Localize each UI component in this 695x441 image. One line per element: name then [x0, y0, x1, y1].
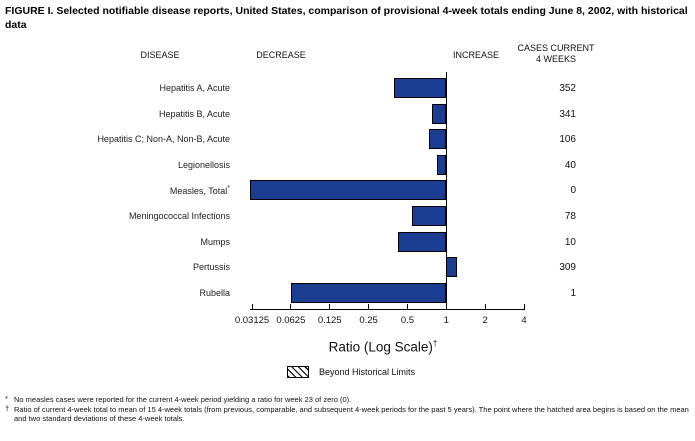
- column-header-increase: INCREASE: [452, 50, 499, 60]
- footnote-asterisk-text: No measles cases were reported for the c…: [14, 395, 352, 404]
- disease-label: Pertussis: [192, 262, 230, 273]
- cases-count: 78: [564, 211, 576, 222]
- ratio-bar: [397, 231, 447, 252]
- footnote-dagger-text: Ratio of current 4-week total to mean of…: [14, 404, 689, 424]
- x-axis-tick: [290, 304, 292, 310]
- x-axis-tick: [484, 304, 486, 310]
- legend: Beyond Historical Limits: [287, 366, 415, 378]
- disease-label: Measles, Total*: [169, 185, 230, 197]
- ratio-bar: [436, 154, 447, 175]
- cases-count: 352: [559, 83, 576, 94]
- x-axis-title: Ratio (Log Scale)†: [273, 339, 493, 355]
- x-axis-tick-label: 0.125: [317, 315, 342, 326]
- cases-count: 40: [564, 159, 576, 171]
- footnotes: * No measles cases were reported for the…: [5, 394, 691, 424]
- cases-count: 1: [570, 287, 576, 299]
- x-axis-tick: [329, 304, 331, 310]
- legend-label: Beyond Historical Limits: [319, 367, 416, 377]
- x-axis-tick: [523, 304, 525, 310]
- x-axis-tick-label: 0.5: [400, 315, 415, 326]
- cases-count: 309: [559, 262, 576, 274]
- disease-label: Hepatitis C; Non-A, Non-B, Acute: [97, 134, 230, 145]
- footnote-asterisk-marker: *: [5, 394, 8, 403]
- disease-label: Hepatitis A, Acute: [159, 83, 230, 93]
- baseline-one-line: [446, 72, 447, 310]
- x-axis-tick-label: 0.0625: [276, 315, 306, 326]
- column-header-cases: CASES CURRENT 4 WEEKS: [503, 43, 609, 65]
- footnote-asterisk: * No measles cases were reported for the…: [5, 394, 691, 405]
- figure-title: FIGURE I. Selected notifiable disease re…: [5, 5, 688, 31]
- cases-count: 10: [564, 236, 576, 248]
- x-axis-tick: [251, 304, 253, 310]
- x-axis-tick-label: 0.03125: [234, 315, 270, 326]
- footnote-dagger: † Ratio of current 4-week total to mean …: [5, 403, 691, 424]
- ratio-bar: [446, 257, 457, 278]
- column-header-disease: DISEASE: [140, 50, 180, 60]
- label-footnote-marker: *: [227, 185, 230, 193]
- x-axis-line: [250, 309, 525, 310]
- x-axis-tick-label: 0.25: [359, 315, 378, 326]
- disease-label: Mumps: [200, 236, 230, 247]
- hatched-swatch-icon: [287, 366, 309, 378]
- ratio-bar: [429, 129, 447, 150]
- x-axis-title-text: Ratio (Log Scale): [328, 339, 433, 355]
- ratio-bar: [393, 78, 447, 98]
- column-header-decrease: DECREASE: [256, 50, 306, 60]
- x-axis-tick-label: 4: [521, 315, 527, 326]
- cases-count: 341: [559, 108, 576, 120]
- disease-label: Hepatitis B, Acute: [158, 108, 230, 119]
- x-axis-tick-label: 2: [482, 315, 488, 326]
- x-axis-tick: [406, 304, 408, 310]
- column-header-cases-line1: CASES CURRENT: [517, 43, 595, 53]
- x-axis-title-dagger: †: [432, 339, 438, 348]
- x-axis-tick: [368, 304, 370, 310]
- ratio-bar: [290, 282, 447, 303]
- disease-label: Legionellosis: [177, 159, 230, 170]
- disease-label: Rubella: [199, 287, 230, 298]
- ratio-bar: [411, 206, 447, 226]
- column-header-cases-line2: 4 WEEKS: [535, 54, 576, 64]
- ratio-bar: [432, 103, 447, 124]
- footnote-dagger-marker: †: [5, 403, 10, 413]
- cases-count: 106: [559, 134, 576, 146]
- x-axis-tick-label: 1: [443, 315, 449, 326]
- disease-label: Meningococcal Infections: [128, 211, 230, 221]
- x-axis-tick: [445, 304, 447, 310]
- cases-count: 0: [570, 185, 576, 197]
- ratio-bar: [250, 180, 447, 201]
